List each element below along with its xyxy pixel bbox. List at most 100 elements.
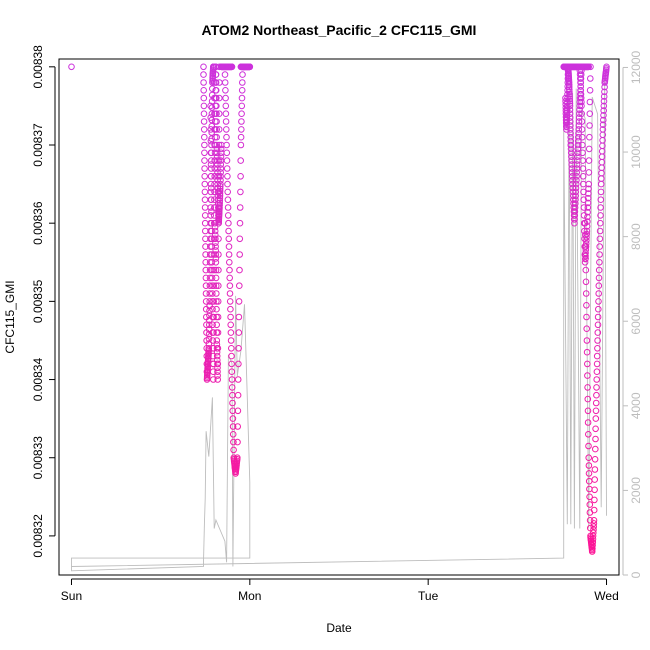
data-point bbox=[579, 157, 587, 164]
y-tick-label: 0.00832 bbox=[31, 514, 45, 558]
data-point bbox=[596, 235, 604, 243]
data-point bbox=[578, 118, 586, 125]
data-point bbox=[200, 63, 207, 71]
data-point bbox=[225, 251, 233, 258]
data-point bbox=[590, 517, 598, 524]
data-point bbox=[234, 423, 241, 430]
data-point bbox=[212, 87, 220, 94]
data-point bbox=[208, 259, 216, 266]
data-point bbox=[583, 227, 591, 235]
data-point bbox=[239, 71, 246, 78]
data-point bbox=[221, 63, 229, 71]
data-point bbox=[574, 137, 582, 145]
data-point bbox=[214, 376, 221, 383]
data-point bbox=[213, 145, 221, 153]
data-point bbox=[576, 110, 583, 117]
data-point bbox=[238, 126, 245, 133]
data-point bbox=[587, 63, 594, 71]
y-tick-label: 0.00835 bbox=[31, 279, 45, 323]
data-point bbox=[237, 173, 244, 180]
data-point bbox=[585, 63, 593, 71]
data-point bbox=[238, 87, 246, 94]
data-point bbox=[213, 352, 221, 360]
data-point bbox=[563, 119, 571, 126]
data-point bbox=[595, 274, 603, 282]
y-right-tick-label: 12000 bbox=[629, 50, 643, 84]
data-point bbox=[237, 133, 245, 141]
data-point bbox=[216, 187, 224, 195]
data-point bbox=[594, 313, 602, 321]
y-right-tick-label: 0 bbox=[629, 571, 643, 578]
data-point bbox=[600, 97, 608, 105]
data-point bbox=[213, 141, 221, 149]
data-point bbox=[217, 176, 224, 184]
data-point bbox=[582, 246, 590, 254]
data-point bbox=[584, 372, 591, 379]
data-point bbox=[582, 243, 589, 250]
data-point bbox=[599, 121, 607, 128]
data-point bbox=[579, 149, 586, 157]
data-point bbox=[584, 213, 591, 221]
data-point bbox=[201, 180, 209, 188]
data-point bbox=[208, 219, 215, 227]
points-layer bbox=[68, 63, 610, 555]
data-point bbox=[210, 345, 217, 352]
data-point bbox=[212, 282, 220, 290]
data-point bbox=[200, 110, 208, 117]
data-point bbox=[236, 204, 244, 211]
data-point bbox=[573, 176, 580, 184]
data-point bbox=[202, 266, 210, 274]
data-point bbox=[212, 259, 220, 266]
data-point bbox=[592, 415, 600, 422]
data-point bbox=[574, 149, 581, 157]
data-point bbox=[582, 290, 590, 297]
data-point bbox=[597, 196, 605, 203]
data-point bbox=[565, 79, 573, 86]
data-point bbox=[565, 81, 573, 89]
data-point bbox=[227, 305, 234, 313]
data-point bbox=[208, 196, 215, 203]
data-point bbox=[598, 169, 605, 177]
data-point bbox=[603, 63, 610, 71]
data-point bbox=[202, 251, 209, 258]
data-point bbox=[217, 145, 225, 153]
data-point bbox=[595, 290, 603, 297]
data-point bbox=[595, 282, 603, 290]
data-point bbox=[212, 71, 220, 78]
data-point bbox=[597, 212, 604, 219]
data-point bbox=[582, 266, 590, 274]
data-point bbox=[571, 208, 579, 215]
y-right-tick-label: 2000 bbox=[629, 477, 643, 504]
data-point bbox=[599, 126, 607, 133]
data-point bbox=[567, 137, 575, 145]
data-point bbox=[572, 184, 580, 192]
data-point bbox=[205, 330, 213, 338]
data-point bbox=[591, 476, 599, 483]
data-point bbox=[210, 376, 217, 383]
data-point bbox=[224, 204, 232, 211]
data-point bbox=[582, 255, 589, 262]
y-right-tick-label: 6000 bbox=[629, 308, 643, 335]
data-point bbox=[214, 368, 221, 376]
data-point bbox=[217, 173, 224, 180]
data-point bbox=[226, 298, 234, 305]
data-point bbox=[234, 454, 241, 462]
data-point bbox=[201, 173, 208, 180]
data-point bbox=[228, 368, 236, 376]
data-point bbox=[570, 200, 577, 207]
data-point bbox=[234, 438, 241, 446]
data-point bbox=[579, 141, 586, 149]
data-point bbox=[214, 356, 221, 364]
data-point bbox=[201, 212, 209, 219]
data-point bbox=[223, 157, 231, 164]
data-point bbox=[215, 157, 223, 164]
data-point bbox=[211, 227, 219, 235]
data-point bbox=[567, 145, 575, 153]
data-point bbox=[207, 114, 214, 121]
data-point bbox=[590, 506, 598, 514]
data-point bbox=[566, 95, 574, 103]
data-point bbox=[593, 376, 601, 383]
data-point bbox=[201, 141, 208, 149]
data-point bbox=[600, 93, 608, 100]
data-point bbox=[577, 87, 585, 94]
